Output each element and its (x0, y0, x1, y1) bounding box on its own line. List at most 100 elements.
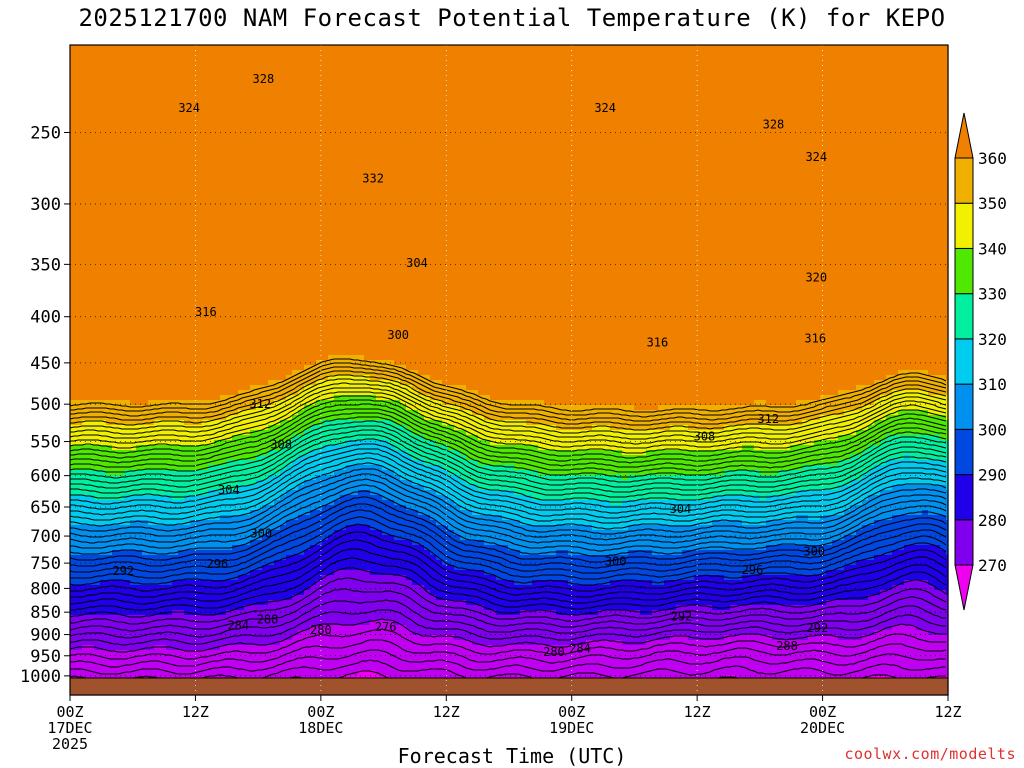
field-cell (208, 215, 215, 221)
field-cell (118, 305, 125, 311)
field-cell (214, 575, 221, 581)
field-cell (196, 625, 203, 631)
field-cell (286, 300, 293, 306)
field-cell (220, 270, 227, 276)
field-cell (130, 170, 137, 176)
field-cell (214, 510, 221, 516)
field-cell (94, 615, 101, 621)
field-cell (136, 175, 143, 181)
field-cell (202, 140, 209, 146)
field-cell (202, 550, 209, 556)
field-cell (250, 645, 257, 651)
field-cell (124, 100, 131, 106)
field-cell (214, 280, 221, 286)
field-cell (166, 70, 173, 76)
field-cell (154, 625, 161, 631)
field-cell (232, 585, 239, 591)
field-cell (148, 70, 155, 76)
field-cell (226, 230, 233, 236)
field-cell (196, 130, 203, 136)
field-cell (202, 175, 209, 181)
field-cell (94, 285, 101, 291)
field-cell (256, 370, 263, 376)
field-cell (268, 345, 275, 351)
field-cell (130, 270, 137, 276)
field-cell (100, 235, 107, 241)
field-cell (154, 420, 161, 426)
field-cell (262, 105, 269, 111)
field-cell (88, 385, 95, 391)
field-cell (220, 80, 227, 86)
field-cell (208, 375, 215, 381)
field-cell (112, 95, 119, 101)
field-cell (202, 245, 209, 251)
field-cell (136, 630, 143, 636)
field-cell (214, 200, 221, 206)
field-cell (232, 95, 239, 101)
field-cell (88, 260, 95, 266)
field-cell (208, 245, 215, 251)
field-cell (274, 255, 281, 261)
field-cell (154, 210, 161, 216)
field-cell (88, 195, 95, 201)
field-cell (286, 55, 293, 61)
field-cell (268, 325, 275, 331)
field-cell (124, 255, 131, 261)
field-cell (172, 385, 179, 391)
field-cell (178, 295, 185, 301)
field-cell (100, 140, 107, 146)
field-cell (226, 265, 233, 271)
field-cell (178, 245, 185, 251)
field-cell (100, 100, 107, 106)
field-cell (232, 70, 239, 76)
field-cell (154, 125, 161, 131)
field-cell (82, 235, 89, 241)
field-cell (262, 300, 269, 306)
field-cell (292, 85, 299, 91)
field-cell (88, 355, 95, 361)
field-cell (232, 110, 239, 116)
field-cell (130, 390, 137, 396)
field-cell (250, 90, 257, 96)
field-cell (166, 265, 173, 271)
field-cell (256, 110, 263, 116)
field-cell (226, 285, 233, 291)
field-cell (124, 175, 131, 181)
field-cell (130, 320, 137, 326)
field-cell (130, 135, 137, 141)
field-cell (184, 250, 191, 256)
field-cell (76, 390, 83, 396)
field-cell (196, 90, 203, 96)
field-cell (286, 260, 293, 266)
field-cell (70, 265, 77, 271)
field-cell (250, 165, 257, 171)
field-cell (148, 135, 155, 141)
field-cell (142, 250, 149, 256)
field-cell (226, 60, 233, 66)
field-cell (94, 235, 101, 241)
field-cell (124, 120, 131, 126)
field-cell (226, 155, 233, 161)
field-cell (112, 330, 119, 336)
field-cell (142, 300, 149, 306)
field-cell (118, 250, 125, 256)
field-cell (142, 275, 149, 281)
field-cell (166, 380, 173, 386)
field-cell (286, 225, 293, 231)
field-cell (262, 180, 269, 186)
field-cell (196, 145, 203, 151)
field-cell (256, 130, 263, 136)
field-cell (262, 215, 269, 221)
field-cell (268, 270, 275, 276)
field-cell (70, 480, 77, 486)
field-cell (250, 150, 257, 156)
field-cell (184, 130, 191, 136)
field-cell (112, 255, 119, 261)
field-cell (142, 320, 149, 326)
field-cell (172, 90, 179, 96)
field-cell (184, 245, 191, 251)
field-cell (160, 450, 167, 456)
field-cell (70, 350, 77, 356)
field-cell (184, 70, 191, 76)
field-cell (76, 115, 83, 121)
